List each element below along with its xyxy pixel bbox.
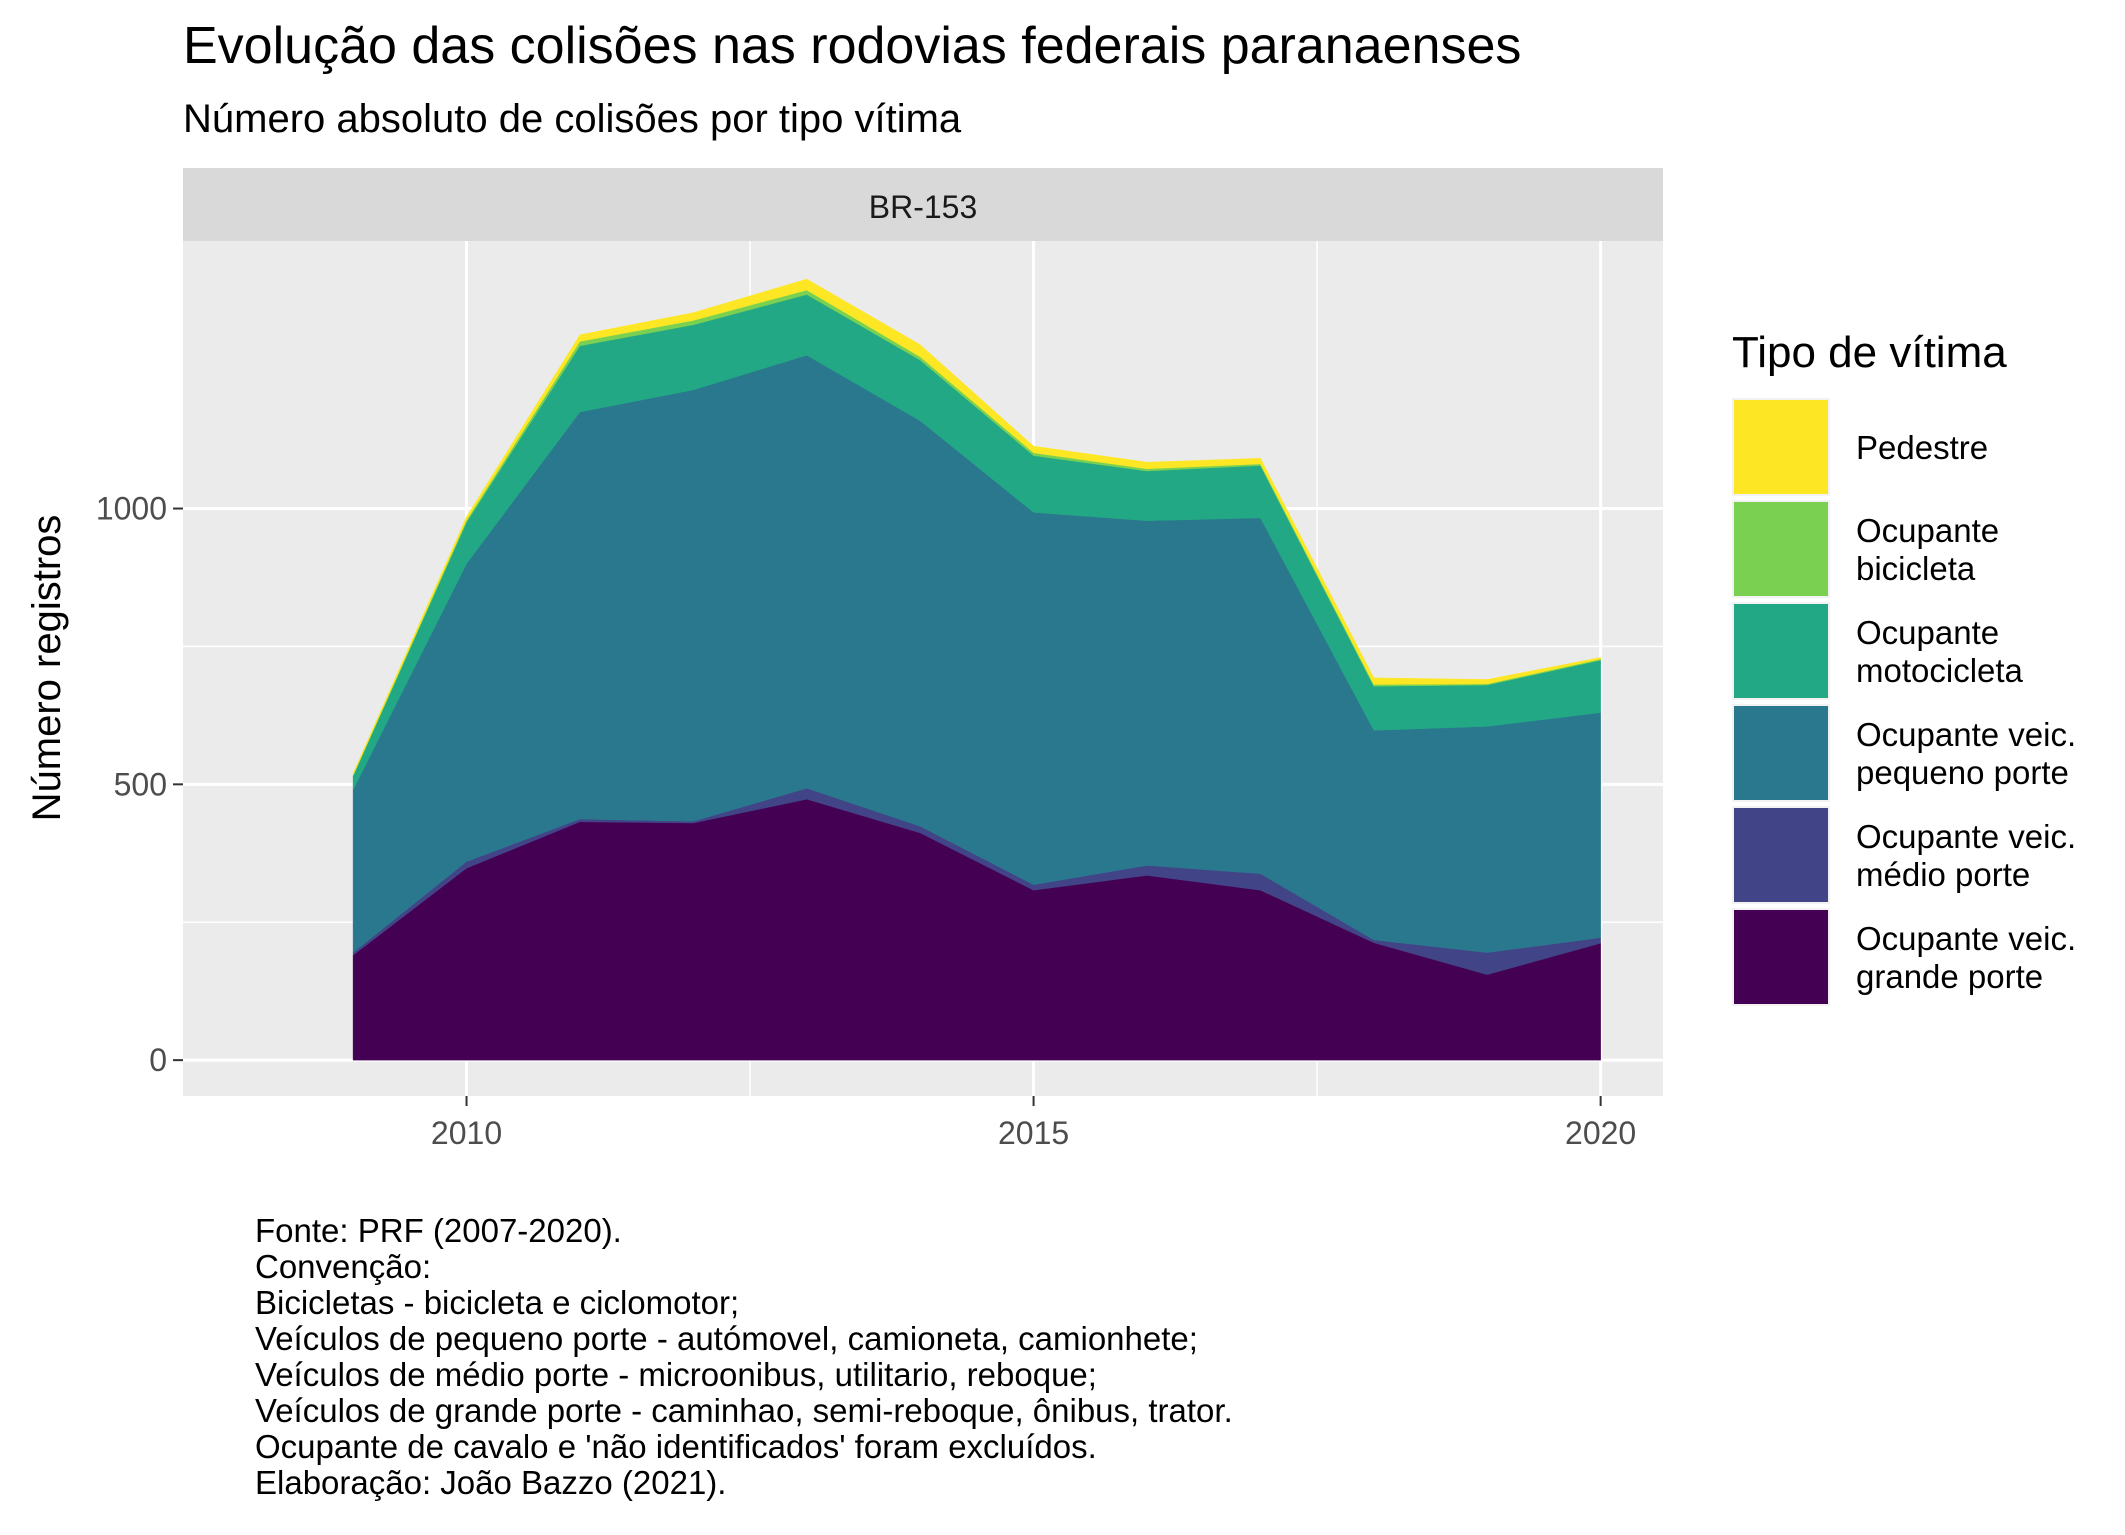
legend-label: motocicleta	[1856, 652, 2024, 689]
caption-line: Veículos de pequeno porte - autómovel, c…	[255, 1320, 1198, 1357]
legend-label: médio porte	[1856, 856, 2030, 893]
legend-item: Ocupante veic.pequeno porte	[1732, 704, 2076, 802]
caption-line: Ocupante de cavalo e 'não identificados'…	[255, 1428, 1097, 1465]
area-layer	[352, 278, 1601, 1061]
chart-subtitle: Número absoluto de colisões por tipo vít…	[183, 97, 962, 141]
legend-label: Pedestre	[1856, 429, 1988, 466]
legend-label: Ocupante	[1856, 512, 1999, 549]
legend-swatch	[1734, 910, 1828, 1004]
caption-line: Convenção:	[255, 1248, 431, 1285]
legend-label: Ocupante veic.	[1856, 920, 2076, 957]
caption-line: Fonte: PRF (2007-2020).	[255, 1212, 622, 1249]
legend-label: Ocupante veic.	[1856, 716, 2076, 753]
legend-layer: PedestreOcupantebicicletaOcupantemotocic…	[1732, 398, 2076, 1006]
y-tick-label: 500	[114, 766, 167, 802]
legend-label: bicicleta	[1856, 550, 1976, 587]
x-tick-label: 2015	[998, 1115, 1069, 1151]
legend-swatch	[1734, 808, 1828, 902]
legend-swatch	[1734, 604, 1828, 698]
x-tick-label: 2020	[1565, 1115, 1636, 1151]
legend-swatch	[1734, 706, 1828, 800]
chart-title: Evolução das colisões nas rodovias feder…	[183, 17, 1521, 75]
y-axis-title: Número registros	[25, 515, 69, 822]
legend-item: Pedestre	[1732, 398, 1988, 496]
facet-strip	[183, 168, 1663, 241]
x-tick-label: 2010	[431, 1115, 502, 1151]
y-tick-label: 0	[149, 1042, 167, 1078]
y-tick-label: 1000	[96, 491, 167, 527]
caption-line: Elaboração: João Bazzo (2021).	[255, 1464, 726, 1501]
legend-item: Ocupante veic.grande porte	[1732, 908, 2076, 1006]
caption-line: Bicicletas - bicicleta e ciclomotor;	[255, 1284, 739, 1321]
legend-label: Ocupante	[1856, 614, 1999, 651]
caption-layer: Fonte: PRF (2007-2020).Convenção:Bicicle…	[255, 1212, 1233, 1501]
legend-title: Tipo de vítima	[1732, 328, 2007, 377]
legend-item: Ocupante veic.médio porte	[1732, 806, 2076, 904]
caption-line: Veículos de médio porte - microonibus, u…	[255, 1356, 1097, 1393]
axis-layer: 2010 2015 2020 0 500 1000	[96, 491, 1636, 1151]
legend-swatch	[1734, 400, 1828, 494]
area-pedestre	[352, 278, 1601, 776]
legend-label: pequeno porte	[1856, 754, 2069, 791]
facet-strip-label: BR-153	[869, 189, 978, 225]
legend-label: Ocupante veic.	[1856, 818, 2076, 855]
caption-line: Veículos de grande porte - caminhao, sem…	[255, 1392, 1233, 1429]
legend-label: grande porte	[1856, 958, 2043, 995]
legend-swatch	[1734, 502, 1828, 596]
